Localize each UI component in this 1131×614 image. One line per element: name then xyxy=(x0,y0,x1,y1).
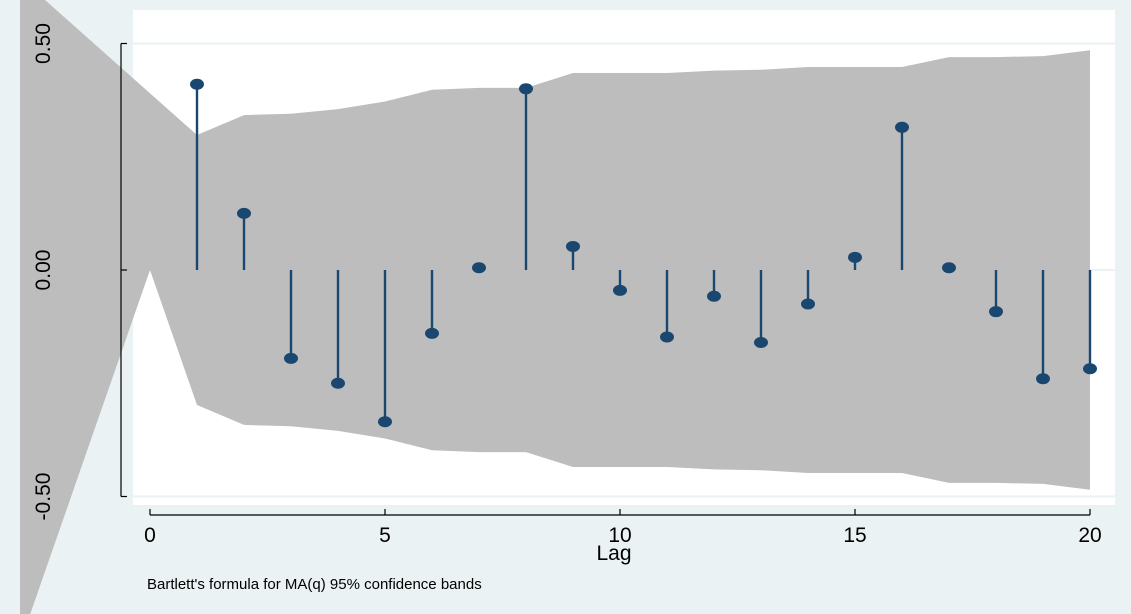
lag-10-stem xyxy=(613,270,627,296)
stem-marker xyxy=(566,240,580,252)
footnote: Bartlett's formula for MA(q) 95% confide… xyxy=(147,576,482,593)
lag-13-stem xyxy=(754,270,768,348)
lag-5-stem xyxy=(378,270,392,428)
stem-marker xyxy=(942,262,956,274)
stem-marker xyxy=(895,121,909,133)
y-axis: -0.50 0.00 0.50 xyxy=(32,23,127,520)
stem-marker xyxy=(754,336,768,348)
lag-9-stem xyxy=(566,240,580,270)
stem-marker xyxy=(378,416,392,428)
lag-19-stem xyxy=(1036,270,1050,385)
stem-marker xyxy=(237,207,251,219)
lag-16-stem xyxy=(895,121,909,270)
stem-marker xyxy=(519,83,533,95)
y-tick-label: -0.50 xyxy=(32,473,55,521)
lag-14-stem xyxy=(801,270,815,310)
stem-marker xyxy=(707,290,721,302)
stem-marker xyxy=(801,298,815,310)
stem-marker xyxy=(284,352,298,364)
lag-4-stem xyxy=(331,270,345,389)
stem-series xyxy=(190,78,1097,428)
stem-marker xyxy=(989,306,1003,318)
x-tick-label: 20 xyxy=(1078,524,1101,547)
stem-marker xyxy=(660,331,674,343)
lag-15-stem xyxy=(848,251,862,270)
x-axis-label: Lag xyxy=(596,542,631,565)
stem-marker xyxy=(1083,363,1097,375)
lag-12-stem xyxy=(707,270,721,302)
lag-1-stem xyxy=(190,78,204,270)
lag-8-stem xyxy=(519,83,533,270)
lag-3-stem xyxy=(284,270,298,364)
lag-11-stem xyxy=(660,270,674,343)
lag-18-stem xyxy=(989,270,1003,318)
lag-7-stem xyxy=(472,262,486,274)
y-tick-label: 0.50 xyxy=(32,23,55,64)
stem-marker xyxy=(425,327,439,339)
stem-marker xyxy=(613,284,627,296)
lag-17-stem xyxy=(942,262,956,274)
x-axis: 0 5 10 15 20 xyxy=(144,509,1102,547)
x-tick-label: 5 xyxy=(379,524,391,547)
confidence-band-upper xyxy=(20,0,1090,614)
lag-6-stem xyxy=(425,270,439,339)
lag-20-stem xyxy=(1083,270,1097,375)
stem-marker xyxy=(472,262,486,274)
x-tick-label: 0 xyxy=(144,524,156,547)
lag-2-stem xyxy=(237,207,251,270)
stem-marker xyxy=(848,251,862,263)
y-tick-label: 0.00 xyxy=(32,250,55,291)
stem-marker xyxy=(331,377,345,389)
x-tick-label: 15 xyxy=(843,524,866,547)
stem-marker xyxy=(190,78,204,90)
x-tick-label: 10 xyxy=(608,524,631,547)
stem-marker xyxy=(1036,373,1050,385)
